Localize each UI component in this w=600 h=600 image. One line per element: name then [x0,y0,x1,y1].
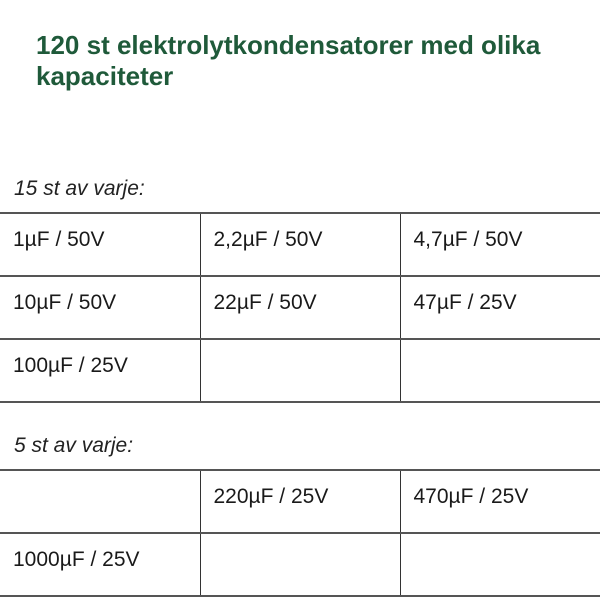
group-label: 5 st av varje: [14,434,134,457]
capacitor-table-15: 1µF / 50V 2,2µF / 50V 4,7µF / 50V 10µF /… [0,212,600,403]
table-cell [399,338,600,403]
table-cell: 4,7µF / 50V [399,212,600,277]
page-title: 120 st elektrolytkondensatorer med olika… [36,30,541,91]
table-cell: 1000µF / 25V [0,532,200,597]
table-cell [199,338,400,403]
table-cell: 47µF / 25V [399,275,600,340]
table-cell: 10µF / 50V [0,275,200,340]
table-cell [0,469,200,534]
table-cell [399,532,600,597]
table-cell [199,532,400,597]
table-cell: 1µF / 50V [0,212,200,277]
table-cell: 100µF / 25V [0,338,200,403]
table-row: 220µF / 25V 470µF / 25V [0,469,600,534]
table-row: 100µF / 25V [0,338,600,403]
table-row: 1µF / 50V 2,2µF / 50V 4,7µF / 50V [0,212,600,277]
capacitor-table-5: 220µF / 25V 470µF / 25V 1000µF / 25V [0,469,600,597]
table-row: 1000µF / 25V [0,532,600,597]
table-row: 10µF / 50V 22µF / 50V 47µF / 25V [0,275,600,340]
group-label: 15 st av varje: [14,177,145,200]
table-cell: 2,2µF / 50V [199,212,400,277]
table-cell: 220µF / 25V [199,469,400,534]
table-cell: 470µF / 25V [399,469,600,534]
table-cell: 22µF / 50V [199,275,400,340]
